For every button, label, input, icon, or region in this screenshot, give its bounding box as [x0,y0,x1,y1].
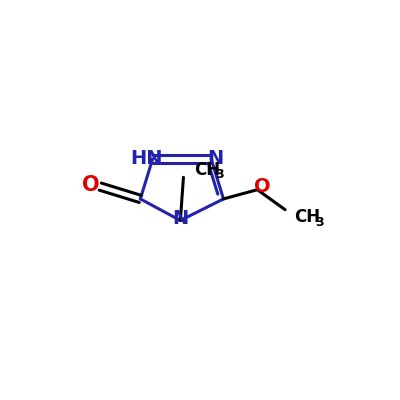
Text: CH: CH [294,208,320,226]
Text: O: O [254,177,270,196]
Text: HN: HN [130,149,163,168]
Text: CH: CH [194,161,220,179]
Text: N: N [172,210,188,228]
Text: N: N [208,149,224,168]
Text: 3: 3 [215,168,224,181]
Text: 3: 3 [315,216,324,228]
Text: O: O [82,175,100,195]
